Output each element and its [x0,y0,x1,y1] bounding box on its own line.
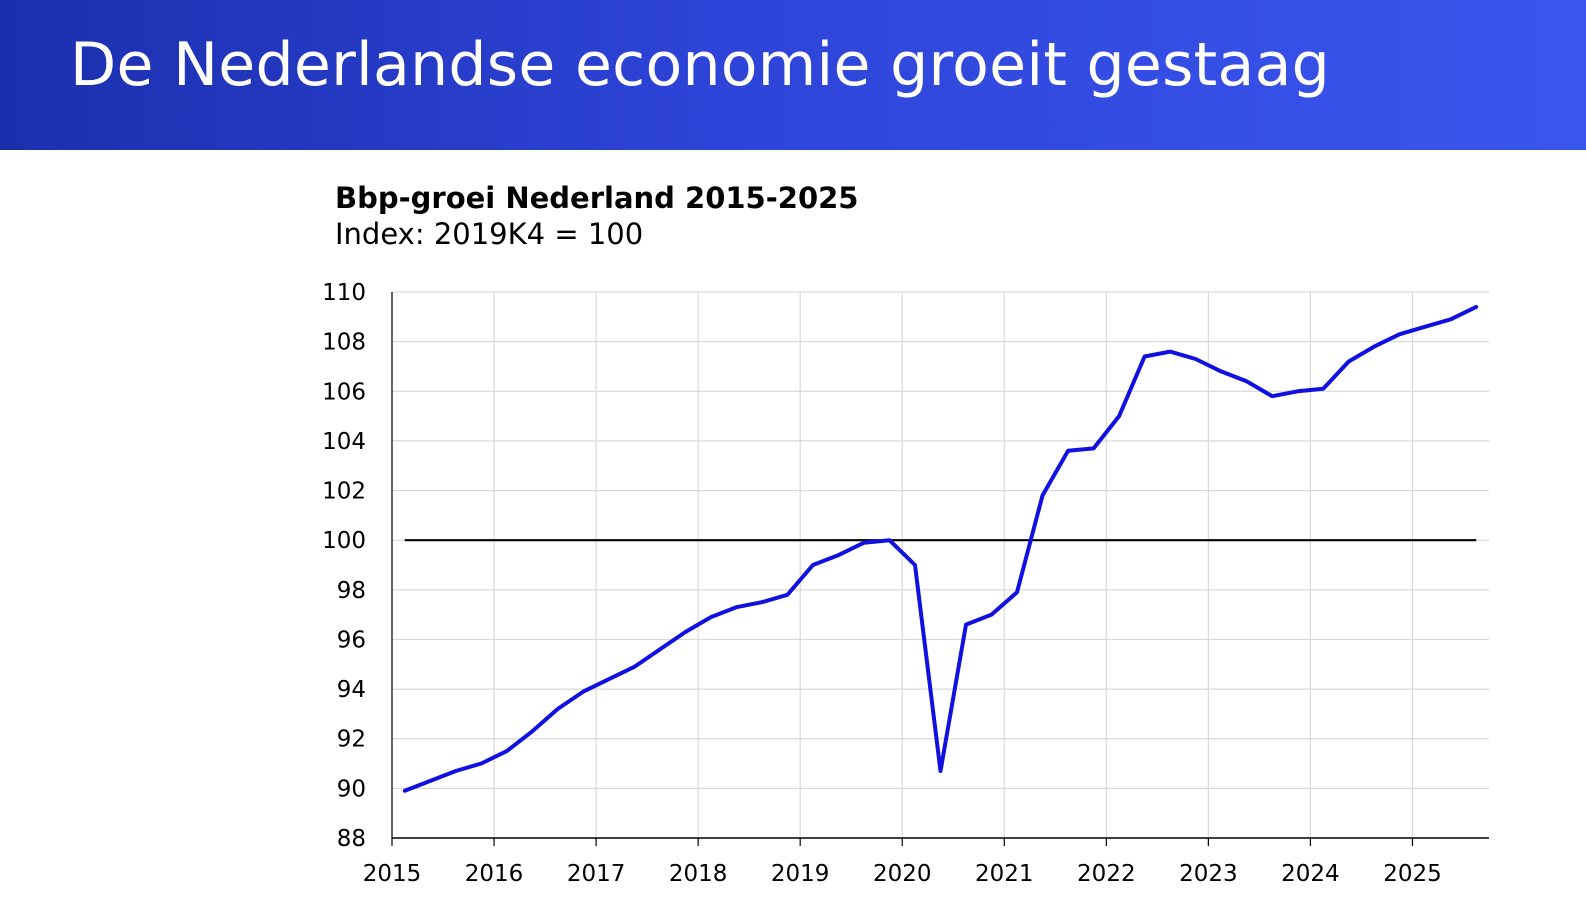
x-tick-label: 2017 [567,861,626,887]
title-banner: De Nederlandse economie groeit gestaag [0,0,1586,150]
y-tick-label: 94 [337,677,366,703]
x-tick-label: 2016 [465,861,524,887]
y-tick-label: 90 [337,776,366,802]
chart-title: Bbp-groei Nederland 2015-2025 [335,181,859,215]
y-tick-label: 96 [337,627,366,653]
x-tick-label: 2021 [975,861,1034,887]
y-tick-label: 106 [322,379,366,405]
gdp-series-line [402,304,1479,793]
y-tick-label: 88 [337,826,366,852]
y-tick-label: 92 [337,727,366,753]
y-tick-label: 102 [322,479,366,505]
x-tick-label: 2025 [1383,861,1442,887]
chart-subtitle: Index: 2019K4 = 100 [335,217,644,251]
y-tick-label: 110 [322,280,366,306]
y-tick-label: 98 [337,578,366,604]
x-tick-label: 2018 [669,861,728,887]
series-layer [402,304,1479,793]
axes [391,292,1489,846]
x-tick-label: 2024 [1281,861,1340,887]
y-tick-label: 100 [322,528,366,554]
x-tick-label: 2020 [873,861,932,887]
x-tick-label: 2019 [771,861,830,887]
x-tick-label: 2023 [1179,861,1238,887]
slide-title: De Nederlandse economie groeit gestaag [70,30,1331,100]
x-tick-label: 2015 [363,861,422,887]
tick-labels: 88 90 92 94 96 98 100 102 104 106 108 110 2015 2016 20… [322,280,1442,887]
x-tick-label: 2022 [1077,861,1136,887]
y-tick-label: 104 [322,429,366,455]
y-tick-label: 108 [322,330,366,356]
